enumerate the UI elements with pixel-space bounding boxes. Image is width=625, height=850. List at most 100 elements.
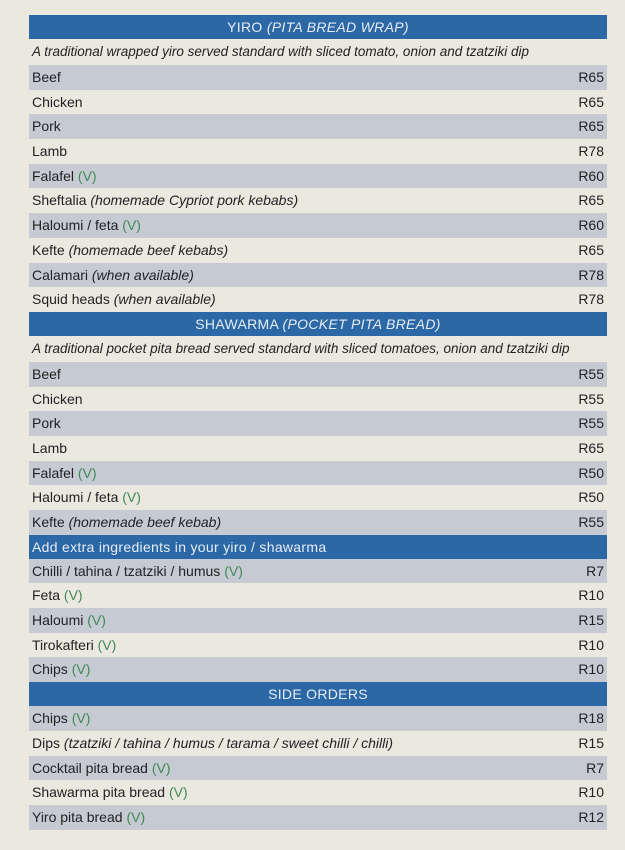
menu-item: Calamari (when available) R78 (29, 262, 607, 288)
item-name: Beef (32, 69, 61, 85)
menu-item: Lamb R78 (29, 139, 607, 164)
menu-item: Falafel (V) R50 (29, 460, 607, 486)
vegetarian-marker: (V) (126, 808, 146, 825)
item-note: (when available) (113, 291, 216, 308)
item-label: Cocktail pita bread (V) (32, 756, 171, 781)
item-name: Chicken (32, 93, 83, 110)
item-name: Shawarma pita bread (32, 784, 166, 801)
vegetarian-marker: (V) (63, 587, 83, 604)
item-label: Chicken (32, 387, 83, 412)
menu-item: Kefte (homemade beef kebabs) R65 (29, 238, 607, 263)
item-name: Beef (32, 365, 61, 382)
item-label: Kefte (homemade beef kebab) (32, 510, 221, 535)
menu-item: Shawarma pita bread (V) R10 (29, 780, 607, 805)
item-name: Yiro pita bread (32, 808, 123, 825)
item-label: Yiro pita bread (V) (32, 805, 145, 830)
item-price: R60 (578, 167, 604, 184)
menu-item: Yiro pita bread (V) R12 (29, 804, 607, 830)
item-name: Chips (32, 661, 68, 678)
vegetarian-marker: (V) (87, 612, 106, 629)
item-label: Chips (V) (32, 657, 90, 682)
item-name: Sheftalia (32, 192, 87, 209)
item-name: Chips (32, 710, 68, 727)
item-price: R55 (578, 365, 604, 382)
item-price: R15 (578, 612, 604, 629)
menu-item: Kefte (homemade beef kebab) R55 (29, 510, 607, 535)
item-price: R18 (578, 710, 604, 727)
item-label: Tirokafteri (V) (32, 633, 116, 658)
item-label: Chilli / tahina / tzatziki / humus (V) (32, 559, 243, 584)
item-note: (tzatziki / tahina / humus / tarama / sw… (63, 734, 394, 751)
menu-item: Chips (V) R10 (29, 657, 607, 683)
menu-item: Haloumi (V) R15 (29, 608, 607, 633)
menu-item: Beef R55 (29, 361, 607, 387)
vegetarian-marker: (V) (77, 464, 97, 481)
item-name: Haloumi (32, 612, 84, 629)
menu-item: Squid heads (when available) R78 (29, 287, 607, 312)
item-name: Chicken (32, 390, 83, 407)
menu-item: Chicken R65 (29, 90, 607, 115)
item-name: Pork (32, 118, 61, 135)
section-description: A traditional pocket pita bread served s… (32, 340, 570, 356)
item-label: Pork (32, 411, 61, 436)
item-price: R65 (578, 241, 604, 258)
item-label: Sheftalia (homemade Cypriot pork kebabs) (32, 188, 298, 213)
menu-item: Haloumi / feta (V) R50 (29, 485, 607, 510)
item-price: R55 (578, 514, 604, 530)
menu-item: Falafel (V) R60 (29, 163, 607, 189)
item-name: Kefte (32, 514, 65, 530)
item-name: Squid heads (32, 291, 110, 308)
item-label: Beef (32, 362, 61, 387)
section-title: YIRO (227, 19, 263, 35)
item-label: Lamb (32, 139, 67, 164)
item-label: Falafel (V) (32, 461, 97, 486)
item-note: (homemade beef kebabs) (68, 241, 229, 258)
item-price: R10 (578, 636, 604, 653)
item-price: R50 (578, 464, 604, 481)
item-price: R10 (578, 661, 604, 678)
item-note: (when available) (91, 266, 194, 283)
menu-item: Haloumi / feta (V) R60 (29, 213, 607, 238)
item-name: Dips (32, 734, 61, 751)
menu-item: Pork R65 (29, 114, 607, 140)
item-name: Pork (32, 415, 61, 432)
item-label: Calamari (when available) (32, 263, 194, 288)
item-price: R65 (578, 93, 604, 110)
item-label: Feta (V) (32, 583, 83, 608)
vegetarian-marker: (V) (97, 636, 117, 653)
item-price: R65 (578, 192, 604, 209)
item-price: R12 (578, 808, 604, 825)
item-name: Cocktail pita bread (32, 759, 148, 776)
item-price: R60 (578, 217, 604, 234)
item-name: Falafel (32, 167, 75, 184)
menu-item: Dips (tzatziki / tahina / humus / tarama… (29, 731, 607, 756)
item-price: R78 (578, 266, 604, 283)
item-name: Tirokafteri (32, 636, 94, 653)
menu-item: Tirokafteri (V) R10 (29, 633, 607, 658)
item-note: (homemade Cypriot pork kebabs) (90, 192, 299, 209)
menu: YIRO (PITA BREAD WRAP) A traditional wrap… (29, 15, 607, 830)
item-name: Kefte (32, 241, 65, 258)
section-header: SIDE ORDERS (29, 682, 607, 707)
item-name: Feta (32, 587, 61, 604)
section-title-note: (POCKET PITA BREAD) (282, 315, 441, 332)
item-price: R7 (586, 759, 604, 776)
item-name: Chilli / tahina / tzatziki / humus (32, 562, 221, 579)
item-label: Haloumi / feta (V) (32, 485, 141, 510)
item-price: R78 (578, 291, 604, 308)
vegetarian-marker: (V) (224, 562, 243, 579)
item-price: R15 (578, 734, 604, 751)
menu-item: Beef R65 (29, 65, 607, 90)
item-label: Chicken (32, 90, 83, 115)
item-price: R7 (586, 562, 604, 579)
menu-item: Pork R55 (29, 411, 607, 436)
item-label: Lamb (32, 436, 67, 461)
item-price: R65 (578, 118, 604, 135)
item-name: Lamb (32, 143, 68, 160)
vegetarian-marker: (V) (71, 710, 91, 727)
item-label: Haloumi / feta (V) (32, 213, 141, 238)
menu-item: Chicken R55 (29, 387, 607, 412)
section-title-note: (PITA BREAD WRAP) (266, 19, 409, 35)
item-name: Lamb (32, 439, 68, 456)
item-price: R55 (578, 415, 604, 432)
